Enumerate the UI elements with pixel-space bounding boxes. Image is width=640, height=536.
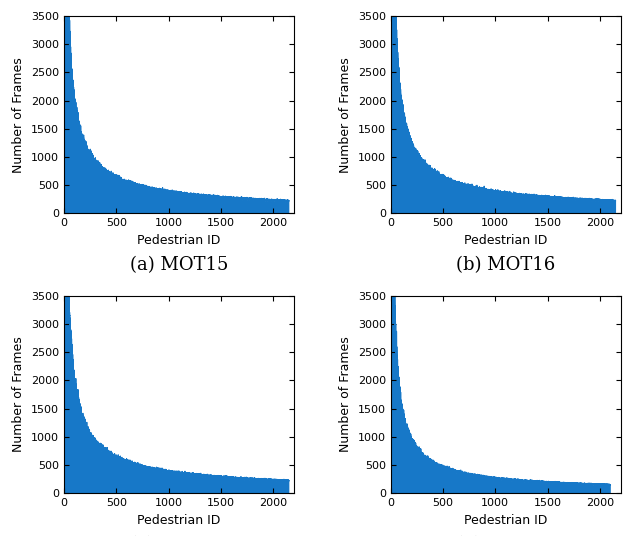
X-axis label: Pedestrian ID: Pedestrian ID	[138, 513, 221, 526]
X-axis label: Pedestrian ID: Pedestrian ID	[138, 234, 221, 247]
Y-axis label: Number of Frames: Number of Frames	[339, 337, 352, 452]
X-axis label: Pedestrian ID: Pedestrian ID	[464, 234, 547, 247]
Text: (b) MOT16: (b) MOT16	[456, 257, 556, 274]
Y-axis label: Number of Frames: Number of Frames	[12, 337, 26, 452]
Y-axis label: Number of Frames: Number of Frames	[12, 57, 26, 173]
Text: (a) MOT15: (a) MOT15	[130, 257, 228, 274]
X-axis label: Pedestrian ID: Pedestrian ID	[464, 513, 547, 526]
Y-axis label: Number of Frames: Number of Frames	[339, 57, 352, 173]
